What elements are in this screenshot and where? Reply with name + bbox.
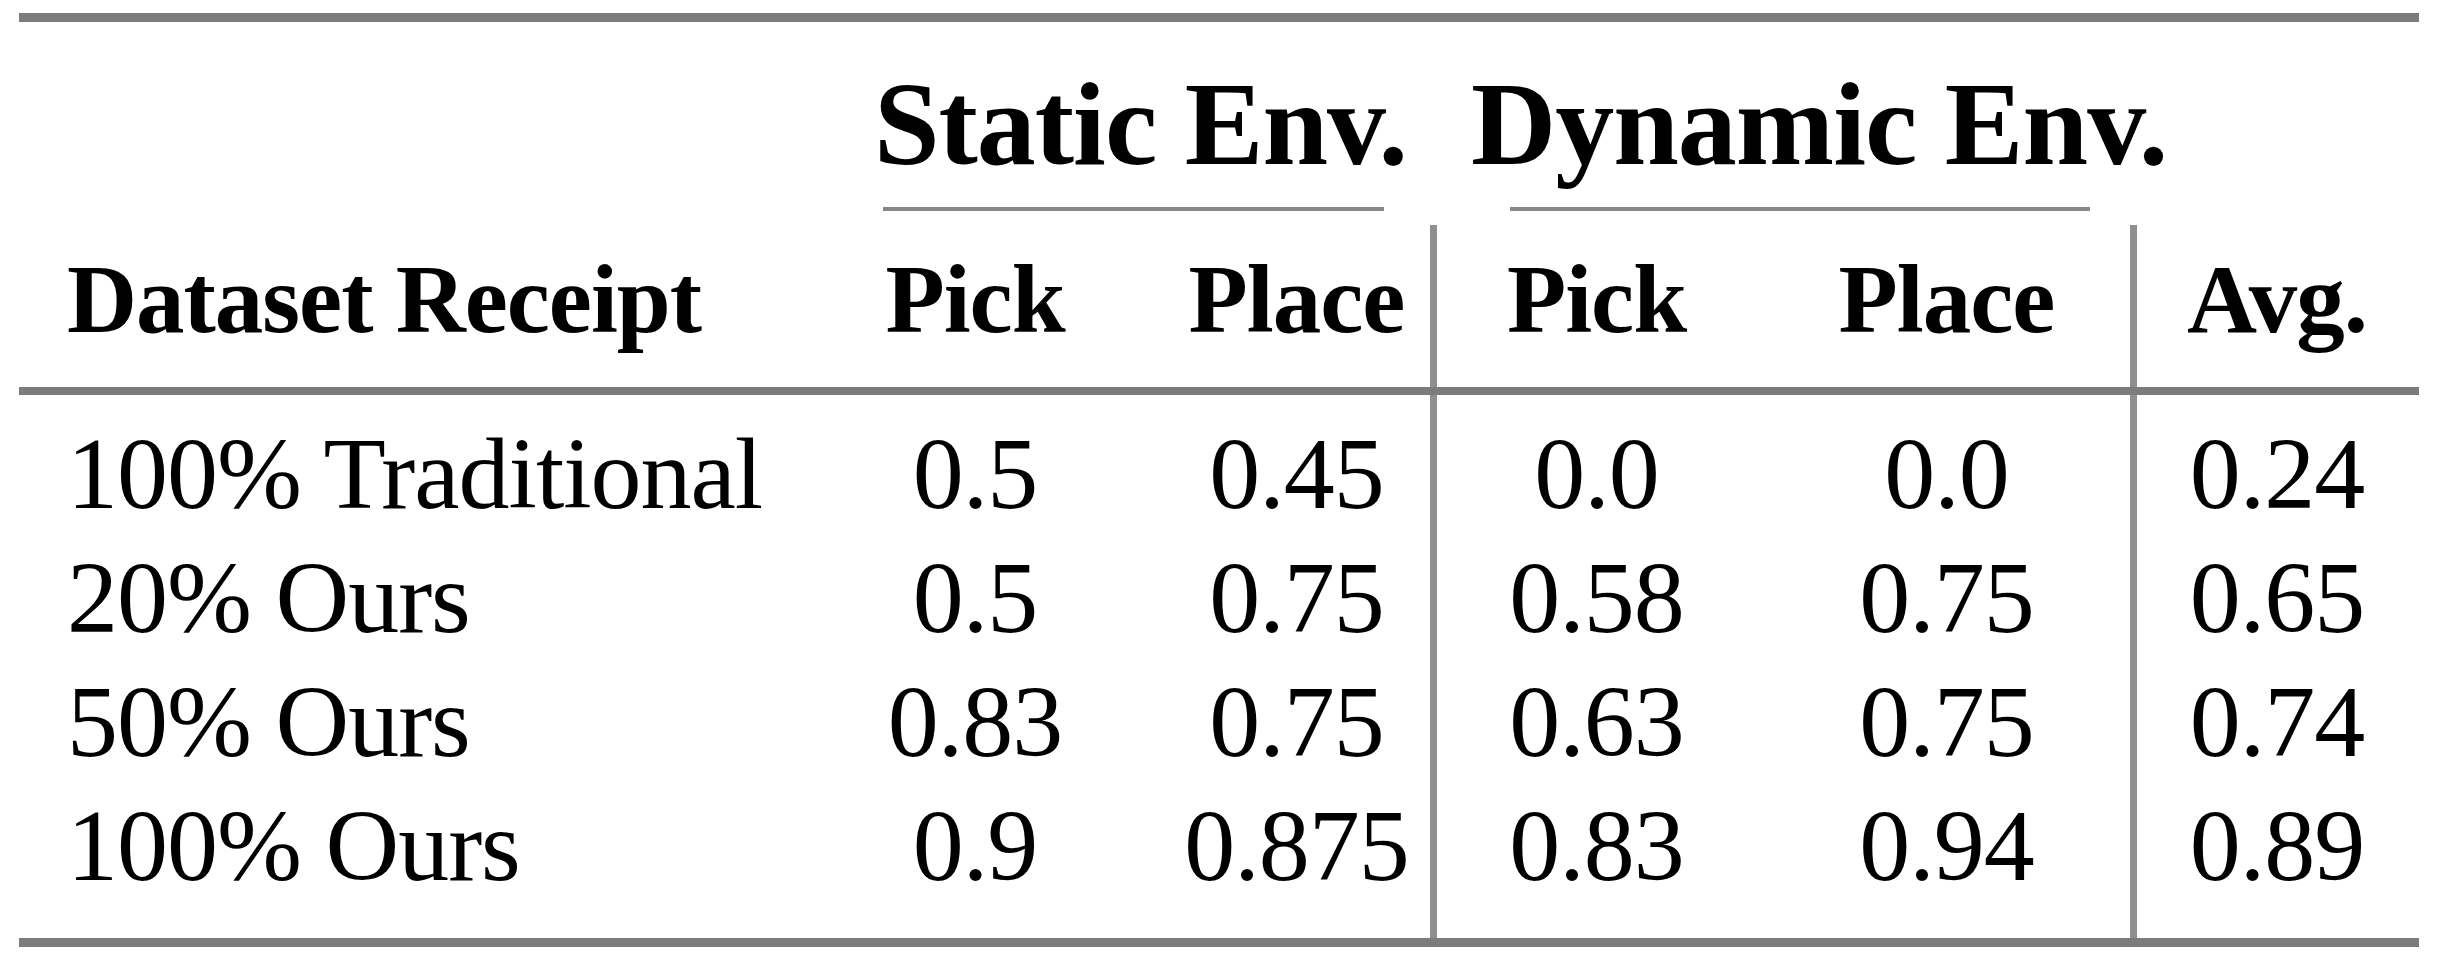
cell-dynamic-pick: 0.63 — [1433, 659, 1760, 783]
col-header-dataset-receipt: Dataset Receipt — [19, 211, 790, 387]
results-table: Static Env. Dynamic Env. Dataset Receipt… — [19, 22, 2421, 929]
cell-dynamic-pick: 0.58 — [1433, 535, 1760, 659]
col-header-dynamic-pick: Pick — [1433, 211, 1760, 387]
cell-dynamic-place: 0.94 — [1760, 783, 2133, 929]
cell-dynamic-place: 0.75 — [1760, 535, 2133, 659]
top-rule — [19, 13, 2419, 22]
cell-static-place: 0.75 — [1160, 659, 1433, 783]
cell-static-pick: 0.9 — [790, 783, 1160, 929]
cell-dynamic-pick: 0.83 — [1433, 783, 1760, 929]
cell-dynamic-place: 0.0 — [1760, 387, 2133, 535]
table-row: 50% Ours 0.83 0.75 0.63 0.75 0.74 — [19, 659, 2421, 783]
col-header-dynamic-place: Place — [1760, 211, 2133, 387]
cell-avg: 0.89 — [2133, 783, 2421, 929]
cell-static-place: 0.45 — [1160, 387, 1433, 535]
cell-dataset: 50% Ours — [19, 659, 790, 783]
cell-static-pick: 0.5 — [790, 535, 1160, 659]
cell-avg: 0.65 — [2133, 535, 2421, 659]
cell-avg: 0.24 — [2133, 387, 2421, 535]
bottom-rule — [19, 938, 2419, 947]
cell-static-place: 0.875 — [1160, 783, 1433, 929]
cell-dataset: 20% Ours — [19, 535, 790, 659]
cell-dataset: 100% Traditional — [19, 387, 790, 535]
cell-dataset: 100% Ours — [19, 783, 790, 929]
col-header-static-pick: Pick — [790, 211, 1160, 387]
col-header-avg: Avg. — [2133, 211, 2421, 387]
group-header-dynamic-env: Dynamic Env. — [1433, 22, 2133, 211]
cell-avg: 0.74 — [2133, 659, 2421, 783]
table-row: 100% Ours 0.9 0.875 0.83 0.94 0.89 — [19, 783, 2421, 929]
cell-static-pick: 0.83 — [790, 659, 1160, 783]
group-header-row: Static Env. Dynamic Env. — [19, 22, 2421, 211]
table-row: 100% Traditional 0.5 0.45 0.0 0.0 0.24 — [19, 387, 2421, 535]
cell-dynamic-pick: 0.0 — [1433, 387, 1760, 535]
col-header-static-place: Place — [1160, 211, 1433, 387]
column-header-row: Dataset Receipt Pick Place Pick Place Av… — [19, 211, 2421, 387]
cell-static-place: 0.75 — [1160, 535, 1433, 659]
cell-dynamic-place: 0.75 — [1760, 659, 2133, 783]
paper-table-figure: Static Env. Dynamic Env. Dataset Receipt… — [0, 0, 2440, 966]
group-header-static-env: Static Env. — [790, 22, 1433, 211]
table-row: 20% Ours 0.5 0.75 0.58 0.75 0.65 — [19, 535, 2421, 659]
group-header-avg-spacer — [2133, 22, 2421, 211]
group-header-spacer — [19, 22, 790, 211]
cell-static-pick: 0.5 — [790, 387, 1160, 535]
